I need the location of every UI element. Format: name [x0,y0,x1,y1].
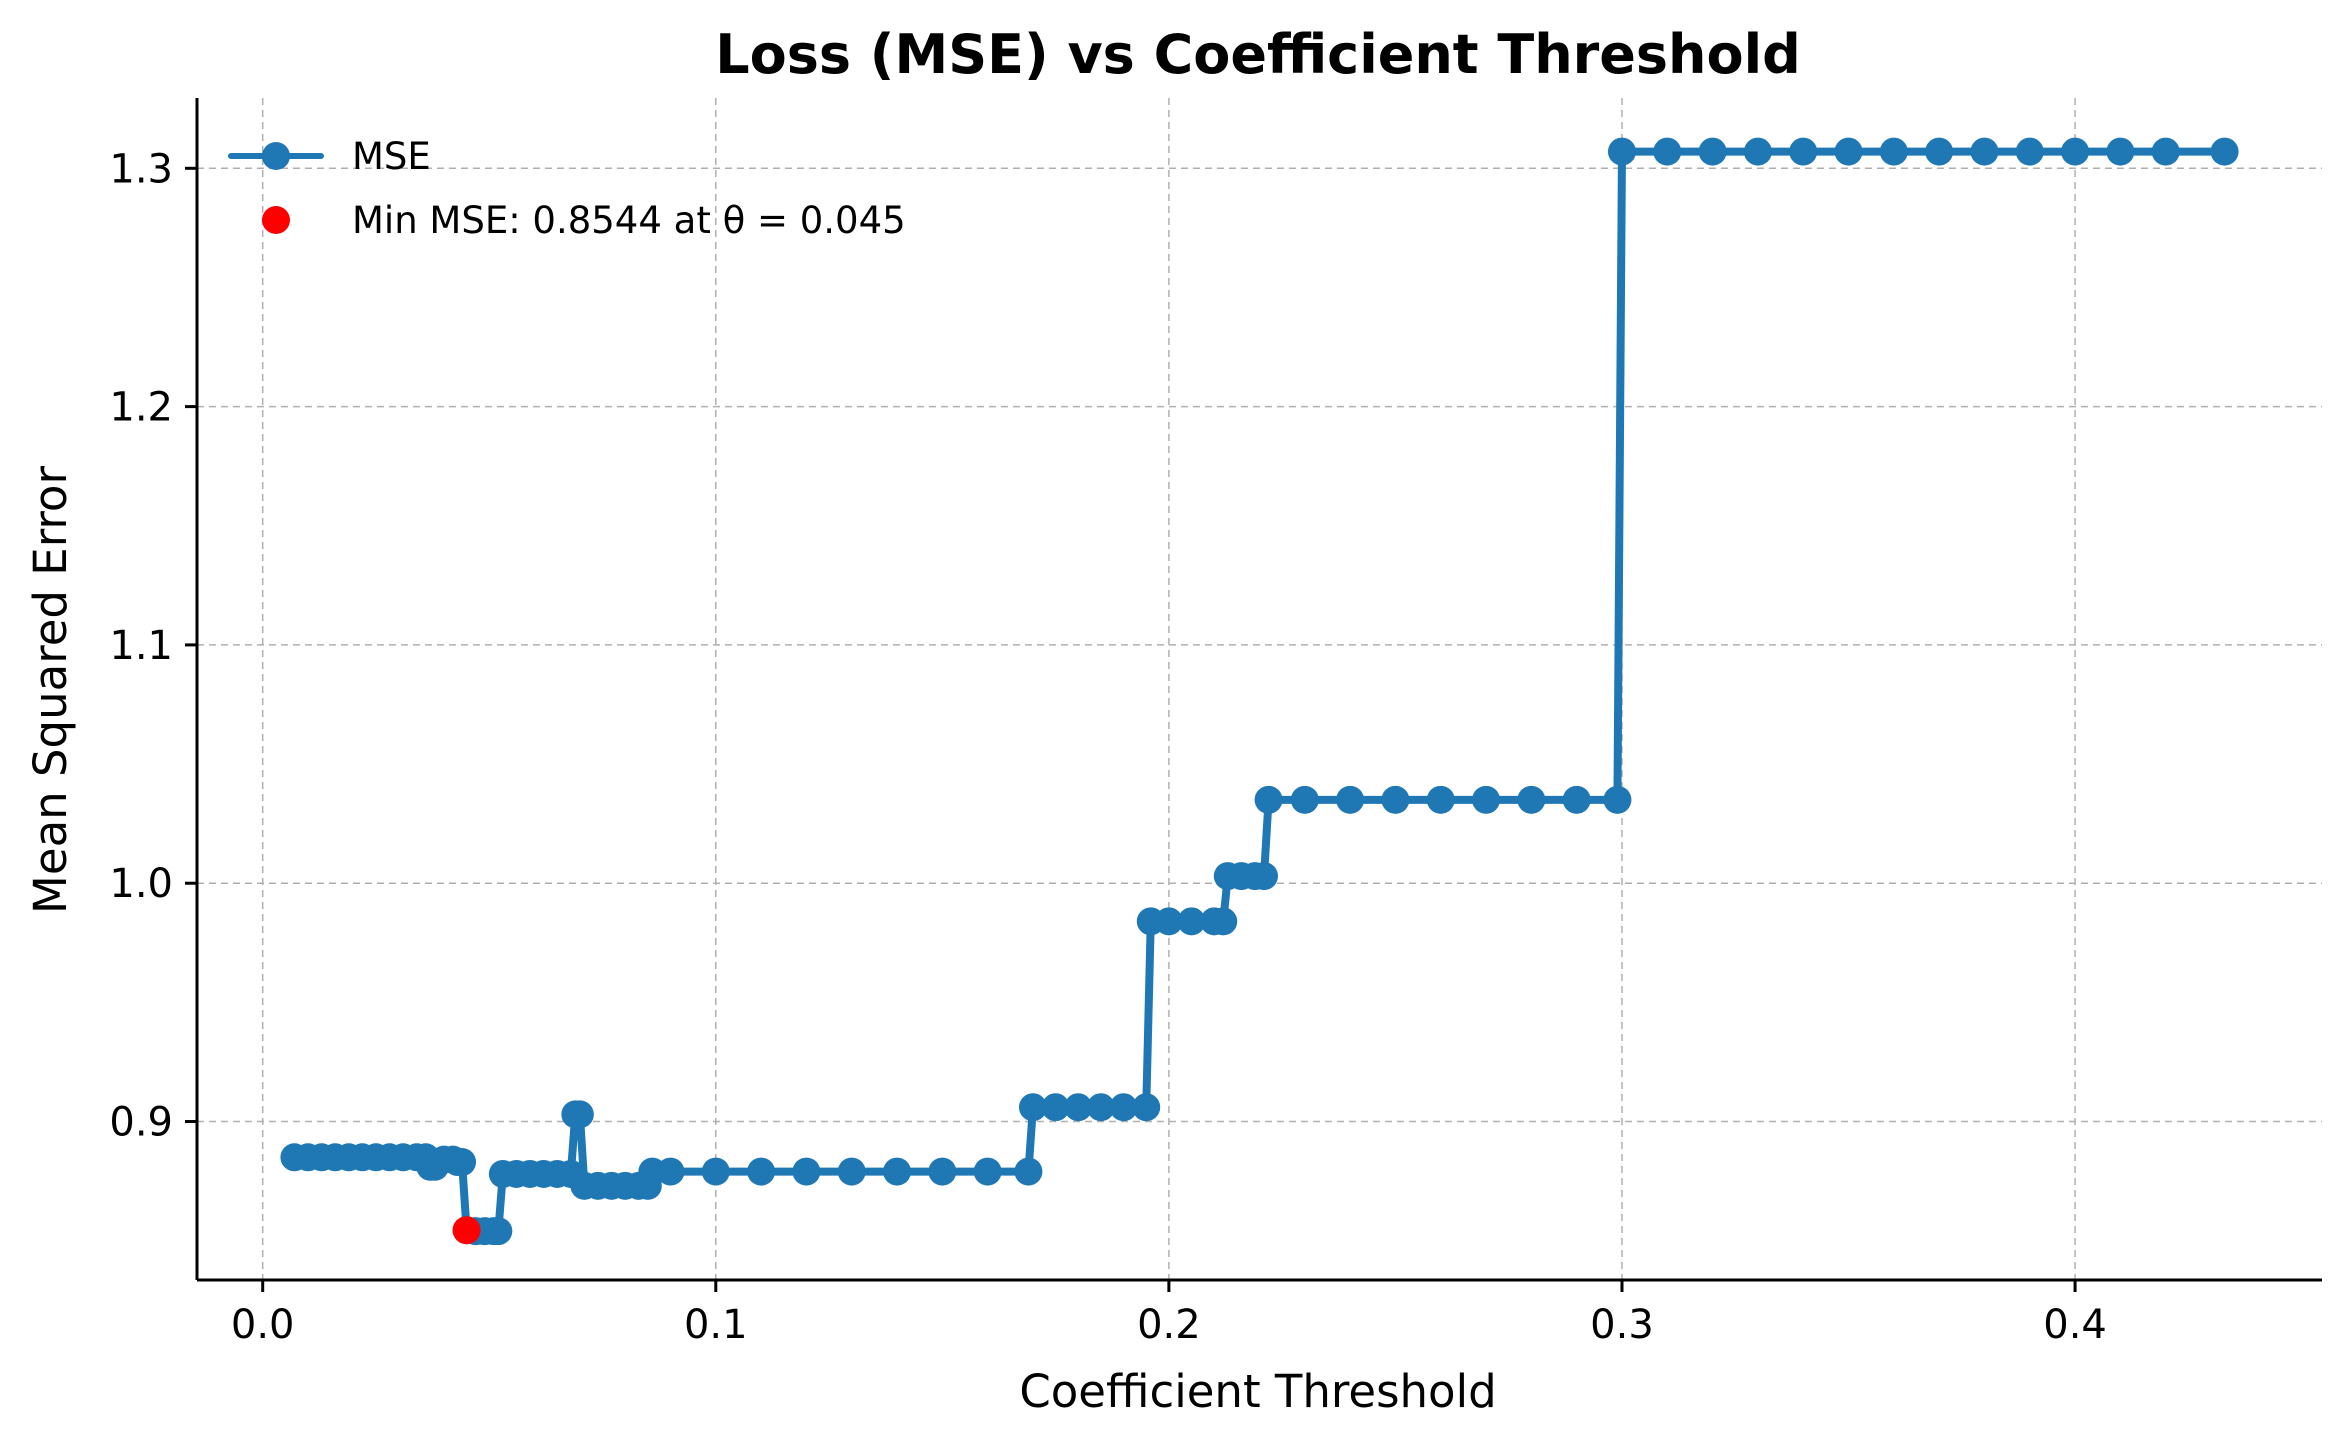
y-tick-label: 1.3 [109,146,173,192]
mse-data-point [1254,785,1283,814]
mse-data-point [883,1157,912,1186]
legend-mse-label: MSE [352,135,431,178]
mse-data-point [1743,137,1772,166]
legend-min-mse-marker [262,206,290,234]
mse-data-point [1381,785,1410,814]
mse-data-point [1925,137,1954,166]
mse-data-point [1834,137,1863,166]
mse-data-point [1562,785,1591,814]
mse-data-point [1603,785,1632,814]
mse-data-point [1132,1093,1161,1122]
mse-data-point [656,1157,685,1186]
axes [195,98,2322,1282]
mse-data-point [1653,137,1682,166]
min-mse-point [452,1216,481,1245]
mse-data-point [1086,1093,1115,1122]
mse-data-point [1698,137,1727,166]
grid [197,98,2322,1280]
mse-data-point [1336,785,1365,814]
y-tick-label: 1.0 [109,861,173,907]
mse-data-point [1018,1093,1047,1122]
legend-mse-marker [262,142,290,170]
x-tick-label: 0.4 [2043,1302,2107,1348]
mse-data-point [701,1157,730,1186]
y-axis-label: Mean Squared Error [24,466,77,914]
mse-data-point [1064,1093,1093,1122]
mse-data-point [1209,907,1238,936]
mse-data-point [2015,137,2044,166]
x-axis-label: Coefficient Threshold [1019,1365,1496,1418]
mse-data-point [928,1157,957,1186]
mse-data-point [792,1157,821,1186]
legend: MSE Min MSE: 0.8544 at θ = 0.045 [228,135,906,242]
mse-data-point [565,1100,594,1129]
x-tick-label: 0.0 [231,1302,295,1348]
x-tick-label: 0.1 [684,1302,748,1348]
mse-data-point [1517,785,1546,814]
mse-data-point [1879,137,1908,166]
mse-data-point [1290,785,1319,814]
mse-data-point [1426,785,1455,814]
mse-data-point [1970,137,1999,166]
y-tick-label: 0.9 [109,1100,173,1146]
mse-data-point [1154,907,1183,936]
mse-data-point [1789,137,1818,166]
series-layer [280,137,2239,1246]
mse-data-point [1472,785,1501,814]
ticks: 0.0 0.1 0.2 0.3 0.4 0.9 1.0 1.1 1.2 1.3 [109,146,2107,1348]
x-tick-label: 0.3 [1590,1302,1654,1348]
mse-data-point [1109,1093,1138,1122]
mse-data-point [2106,137,2135,166]
mse-data-point [1607,137,1636,166]
mse-data-point [1014,1157,1043,1186]
chart-title: Loss (MSE) vs Coefficient Threshold [715,23,1801,86]
mse-data-point [1177,907,1206,936]
x-tick-label: 0.2 [1137,1302,1201,1348]
mse-data-point [973,1157,1002,1186]
mse-data-point [837,1157,866,1186]
mse-data-point [1250,862,1279,891]
mse-data-point [448,1148,477,1177]
legend-min-mse-label: Min MSE: 0.8544 at θ = 0.045 [352,199,906,242]
mse-data-point [2151,137,2180,166]
mse-data-point [484,1217,513,1246]
y-tick-label: 1.2 [109,385,173,431]
mse-data-point [2061,137,2090,166]
mse-data-point [747,1157,776,1186]
mse-data-point [1041,1093,1070,1122]
mse-series-line [290,147,2229,1236]
mse-data-point [2210,137,2239,166]
y-tick-label: 1.1 [109,623,173,669]
